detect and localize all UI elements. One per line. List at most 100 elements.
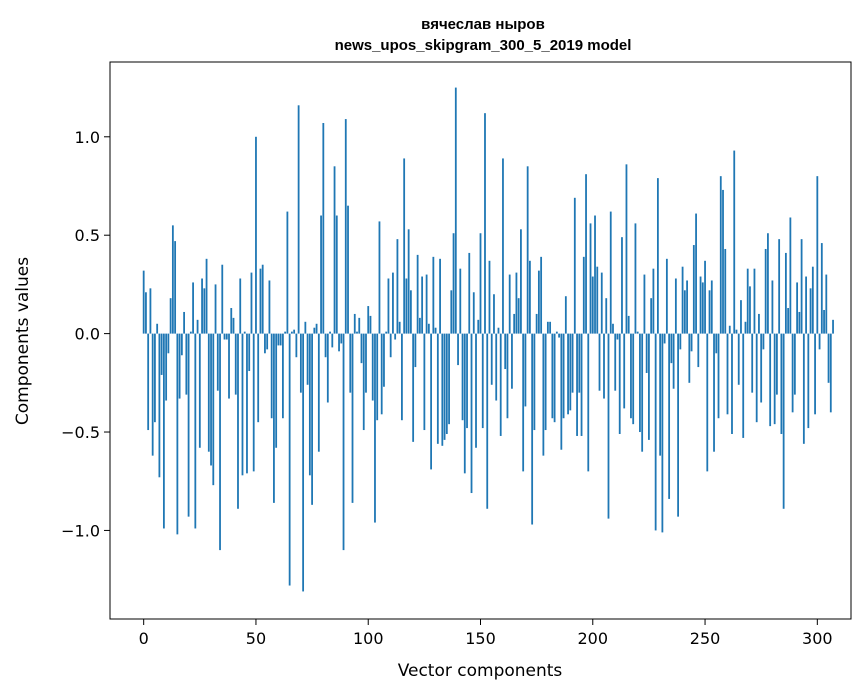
y-axis-label: Components values — [13, 257, 33, 425]
bar-component-234 — [668, 333, 671, 499]
y-tick-label: 0.0 — [75, 325, 100, 344]
bar-component-213 — [621, 237, 623, 334]
bar-component-97 — [360, 333, 363, 364]
bar-component-85 — [333, 166, 336, 334]
bar-component-205 — [603, 333, 605, 399]
bar-component-256 — [717, 333, 720, 419]
bar-component-179 — [544, 333, 547, 431]
bar-component-280 — [771, 280, 774, 334]
y-tick-label: 0.5 — [75, 226, 100, 245]
bar-component-98 — [362, 333, 365, 431]
bar-component-189 — [567, 333, 569, 415]
bar-component-307 — [832, 319, 834, 334]
bar-component-66 — [290, 331, 293, 334]
x-tick-label: 200 — [577, 629, 608, 648]
bar-component-203 — [598, 333, 601, 391]
bar-component-158 — [497, 327, 500, 334]
bar-component-188 — [564, 296, 567, 334]
bar-component-304 — [825, 274, 828, 334]
bar-component-24 — [196, 319, 199, 334]
bar-component-81 — [324, 333, 327, 358]
bar-component-282 — [776, 333, 778, 395]
bar-component-226 — [650, 298, 653, 334]
bar-component-260 — [726, 333, 729, 415]
bar-component-108 — [385, 331, 388, 334]
bar-component-181 — [549, 321, 552, 334]
bar-component-126 — [425, 274, 428, 334]
bar-component-284 — [780, 333, 783, 434]
bar-component-217 — [630, 333, 632, 419]
bar-component-75 — [311, 333, 313, 505]
bar-component-156 — [493, 294, 495, 334]
bar-component-4 — [151, 333, 154, 456]
bar-component-9 — [162, 333, 165, 529]
bar-component-2 — [147, 333, 150, 431]
bar-component-77 — [315, 323, 318, 334]
bar-component-22 — [192, 282, 194, 334]
bar-component-160 — [502, 158, 504, 334]
bar-component-83 — [329, 331, 331, 334]
bar-component-118 — [407, 229, 410, 334]
bar-component-165 — [513, 313, 516, 334]
bar-component-71 — [302, 333, 305, 592]
bar-component-44 — [241, 333, 244, 476]
bar-component-38 — [228, 333, 230, 399]
bar-component-192 — [573, 197, 576, 334]
bar-component-170 — [524, 333, 527, 407]
bar-component-230 — [659, 333, 662, 456]
bar-component-94 — [353, 313, 356, 334]
bar-component-216 — [627, 315, 630, 334]
bar-component-224 — [645, 333, 648, 373]
bar-component-295 — [805, 276, 807, 334]
bar-component-59 — [275, 333, 278, 448]
bar-component-274 — [758, 313, 760, 334]
bar-component-28 — [205, 258, 208, 334]
bar-component-177 — [540, 256, 543, 334]
bar-component-18 — [183, 311, 185, 334]
bar-component-88 — [340, 333, 343, 344]
bar-component-23 — [194, 333, 197, 529]
bar-component-167 — [517, 298, 520, 334]
bar-component-42 — [237, 333, 239, 509]
bar-component-195 — [580, 333, 583, 436]
bar-component-290 — [793, 333, 796, 395]
bar-component-306 — [829, 333, 832, 413]
bar-component-243 — [688, 333, 691, 383]
plot-frame — [109, 61, 852, 620]
bar-component-305 — [827, 333, 830, 383]
bar-component-58 — [273, 333, 275, 503]
bar-component-254 — [713, 333, 715, 452]
bar-component-211 — [616, 333, 619, 340]
bar-component-93 — [351, 333, 354, 503]
chart-title: вячеслав ныров — [421, 16, 545, 33]
bar-component-125 — [423, 333, 426, 431]
bar-component-78 — [317, 333, 320, 452]
x-tick-label: 50 — [246, 629, 266, 648]
bar-component-163 — [508, 274, 511, 334]
bar-component-153 — [486, 333, 489, 509]
bar-component-84 — [331, 333, 334, 348]
bar-component-275 — [760, 333, 763, 403]
bar-component-113 — [396, 239, 399, 334]
bar-component-175 — [535, 313, 538, 334]
bar-component-262 — [731, 333, 733, 434]
bar-component-54 — [264, 333, 266, 354]
bar-component-146 — [470, 333, 473, 494]
bar-component-169 — [522, 333, 525, 472]
bar-component-1 — [145, 292, 147, 334]
bar-component-174 — [533, 333, 536, 431]
bar-component-271 — [751, 333, 754, 393]
bar-component-53 — [261, 264, 264, 334]
y-tick-label: 1.0 — [75, 128, 100, 147]
bar-component-303 — [823, 309, 825, 334]
bar-component-286 — [784, 252, 787, 334]
bar-component-250 — [704, 260, 706, 334]
bar-component-190 — [569, 333, 572, 411]
bar-component-68 — [295, 333, 298, 358]
bar-component-206 — [605, 298, 608, 334]
bar-component-183 — [553, 333, 556, 423]
bar-component-301 — [818, 333, 821, 350]
bar-component-143 — [463, 333, 466, 474]
bar-component-236 — [672, 333, 675, 389]
